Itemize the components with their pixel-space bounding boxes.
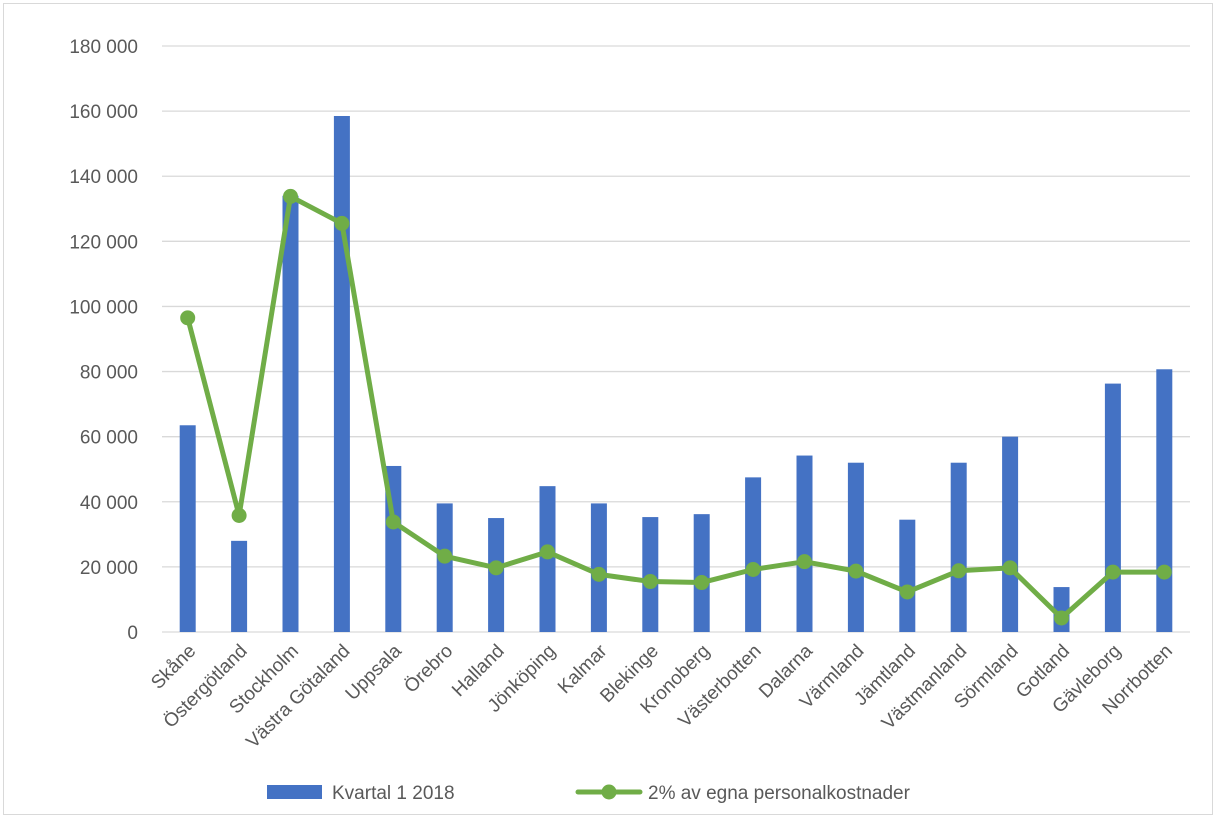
legend-label-line: 2% av egna personalkostnader xyxy=(648,783,911,804)
line-point xyxy=(1156,564,1172,580)
x-tick-label: Uppsala xyxy=(342,640,406,704)
legend-swatch-marker xyxy=(601,784,617,800)
legend-swatch-bar xyxy=(267,785,322,799)
legend-label-bar: Kvartal 1 2018 xyxy=(332,783,455,804)
line-point xyxy=(488,560,504,576)
bar xyxy=(745,477,762,632)
line-point xyxy=(540,544,555,560)
y-tick-label: 60 000 xyxy=(80,428,138,449)
line-point xyxy=(1105,564,1121,580)
line-point xyxy=(797,554,812,570)
bar xyxy=(1156,369,1173,632)
line-point xyxy=(848,563,864,579)
line-point xyxy=(899,584,915,600)
bar xyxy=(436,503,453,632)
bar xyxy=(899,519,916,632)
line-point xyxy=(231,507,247,523)
bar xyxy=(950,462,967,632)
line-point xyxy=(283,188,298,204)
bar xyxy=(333,115,350,632)
line-point xyxy=(694,575,710,591)
x-tick-label: Örebro xyxy=(401,641,458,698)
bar xyxy=(179,425,196,632)
bar xyxy=(847,462,864,632)
line-point xyxy=(745,561,761,577)
y-tick-label: 0 xyxy=(127,623,138,644)
line-point xyxy=(1002,560,1018,576)
y-tick-label: 120 000 xyxy=(69,232,138,253)
chart-frame xyxy=(3,3,1213,815)
y-tick-label: 40 000 xyxy=(80,493,138,514)
legend: Kvartal 1 2018 2% av egna personalkostna… xyxy=(267,783,911,804)
bar xyxy=(1002,436,1019,632)
y-axis-tick-labels: 0 20 000 40 000 60 000 80 000 100 000 120 000 1… xyxy=(69,37,138,644)
y-tick-label: 100 000 xyxy=(69,297,138,318)
line-point xyxy=(591,566,607,582)
y-tick-label: 140 000 xyxy=(69,167,138,188)
bar xyxy=(282,195,299,632)
line-point xyxy=(642,574,658,590)
y-tick-label: 20 000 xyxy=(80,558,138,579)
bar xyxy=(693,514,710,632)
y-tick-label: 80 000 xyxy=(80,363,138,384)
series-line xyxy=(185,193,1167,621)
y-tick-label: 160 000 xyxy=(69,102,138,123)
line-point xyxy=(951,563,967,579)
bar-series xyxy=(179,115,1173,632)
bar xyxy=(796,455,813,632)
bar xyxy=(231,540,248,632)
y-tick-label: 180 000 xyxy=(69,37,138,58)
line-point xyxy=(437,548,453,564)
line-point xyxy=(385,514,401,530)
gridlines xyxy=(162,45,1190,633)
line-series xyxy=(180,188,1172,626)
line-point xyxy=(1054,610,1069,626)
line-point xyxy=(180,310,196,326)
bar xyxy=(1104,383,1121,632)
line-point xyxy=(334,215,350,231)
